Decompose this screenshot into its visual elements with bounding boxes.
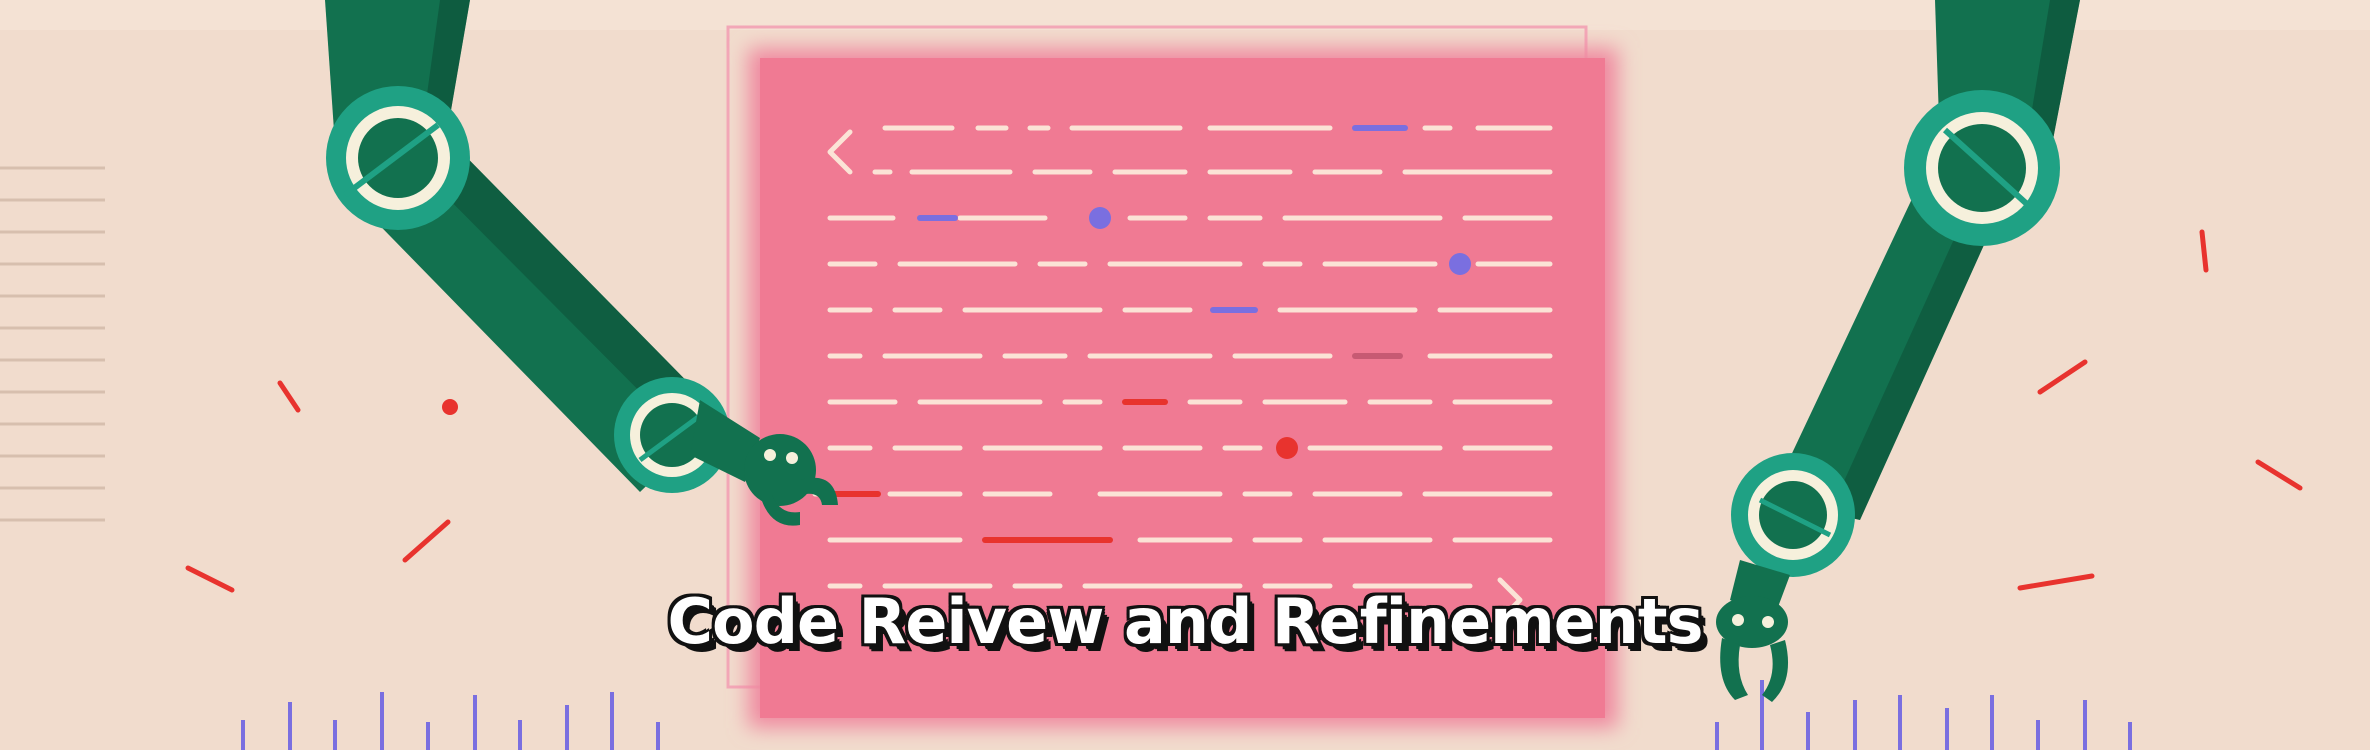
code-lines — [812, 125, 1553, 589]
right-robot-arm — [1716, 0, 2080, 702]
highlight-dot-blue — [1089, 207, 1111, 229]
chevron-right-icon — [1497, 577, 1523, 623]
right-gripper — [1716, 596, 1789, 702]
bottom-ticks-right — [1715, 680, 2132, 750]
chevron-left-icon — [827, 129, 853, 175]
confetti — [185, 229, 2303, 593]
left-robot-arm — [325, 0, 838, 526]
banner-title: Code Reivew and Refinements — [667, 585, 1704, 658]
code-highlights — [827, 125, 1408, 543]
highlight-dot-blue — [1449, 253, 1471, 275]
code-panel — [760, 58, 1605, 718]
confetti-dot — [442, 399, 458, 415]
highlight-dot-red — [1276, 437, 1298, 459]
bottom-ticks-left — [241, 692, 660, 750]
left-edge-hatching — [0, 166, 105, 522]
left-gripper — [744, 434, 838, 526]
